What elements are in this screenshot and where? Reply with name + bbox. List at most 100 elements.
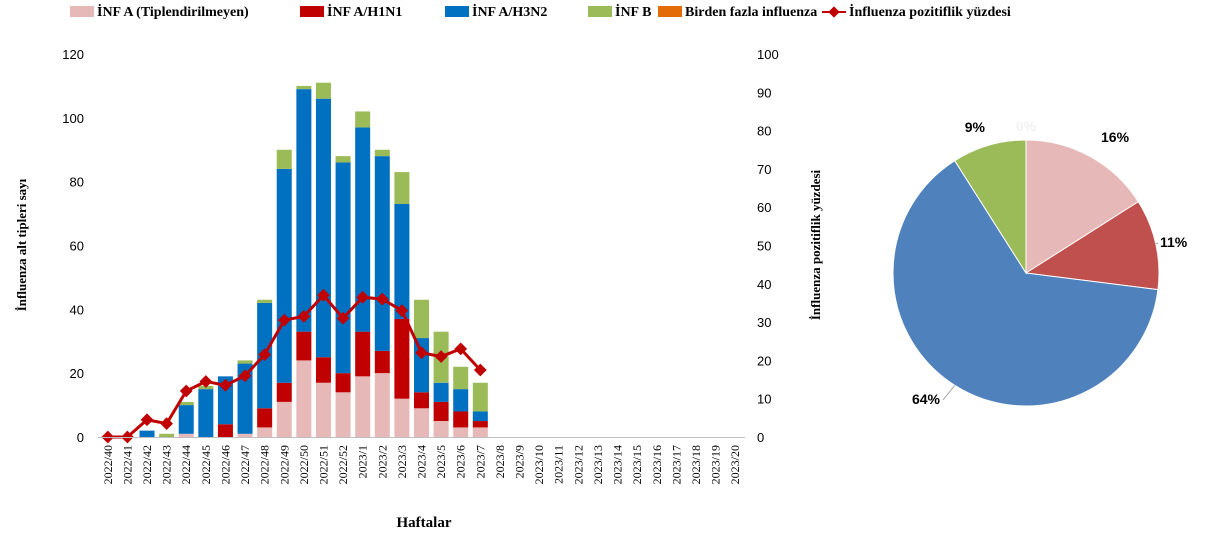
- bar-segment: [335, 162, 351, 374]
- x-tick-label: 2023/16: [650, 445, 664, 484]
- line-point: [317, 288, 330, 302]
- x-tick-label: 2023/14: [611, 445, 625, 484]
- x-tick-label: 2023/2: [375, 445, 389, 478]
- bar-segment: [374, 373, 390, 437]
- x-tick-label: 2022/47: [238, 445, 252, 484]
- left-axis-ticks: 0 20 40 60 80 100 120: [62, 47, 84, 445]
- bar-segment: [414, 299, 429, 339]
- bar-marks: [139, 82, 488, 437]
- x-tick-label: 2022/44: [179, 445, 193, 484]
- bar-segment: [453, 427, 469, 437]
- x-tick-label: 2022/40: [101, 445, 115, 484]
- bar-segment: [374, 350, 390, 374]
- pie-leader-line: [1155, 242, 1159, 245]
- legend-swatch: [588, 6, 612, 17]
- y-tick-label: 100: [62, 111, 84, 126]
- bar-segment: [237, 433, 253, 437]
- x-tick-label: 2022/52: [336, 445, 350, 484]
- x-axis-ticks: 2022/40 2022/41 2022/42 2022/43 2022/44 2022/…: [101, 445, 742, 484]
- bar-segment: [296, 360, 312, 437]
- x-tick-label: 2023/12: [571, 445, 585, 484]
- bar-segment: [276, 401, 292, 437]
- legend-item: İNF A (Tiplendirilmeyen): [70, 3, 249, 20]
- bar-segment: [237, 363, 253, 434]
- x-tick-label: 2023/17: [669, 445, 683, 484]
- bar-segment: [159, 433, 175, 437]
- bar-segment: [394, 398, 410, 437]
- x-axis-label: Haftalar: [397, 515, 452, 531]
- y-tick-label: 0: [77, 430, 84, 445]
- bar-segment: [217, 424, 233, 437]
- bar-segment: [296, 89, 312, 332]
- line-point: [238, 369, 252, 383]
- bar-segment: [335, 373, 351, 393]
- bar-segment: [237, 360, 253, 364]
- line-point: [179, 384, 193, 398]
- line-point: [395, 304, 409, 317]
- bar-segment: [472, 421, 488, 428]
- x-tick-label: 2022/51: [316, 445, 330, 484]
- x-tick-label: 2023/15: [630, 445, 644, 484]
- legend: İNF A (Tiplendirilmeyen) İNF A/H1N1 İNF A/…: [70, 3, 1011, 20]
- x-tick-label: 2023/5: [434, 445, 448, 478]
- legend-label: Birden fazla influenza: [685, 5, 817, 20]
- x-tick-label: 2023/19: [709, 445, 723, 484]
- x-tick-label: 2022/43: [160, 445, 174, 484]
- bar-segment: [414, 408, 429, 437]
- line-point: [415, 346, 428, 360]
- bar-segment: [453, 366, 469, 390]
- y-tick-label: 120: [62, 47, 84, 62]
- x-tick-label: 2023/7: [473, 445, 487, 478]
- bar-segment: [374, 156, 390, 351]
- legend-swatch: [445, 6, 469, 17]
- pie-slice-label: 11%: [1160, 234, 1188, 250]
- x-tick-label: 2023/13: [591, 445, 605, 484]
- x-tick-label: 2022/45: [199, 445, 213, 484]
- bar-segment: [394, 318, 410, 399]
- bar-segment: [472, 411, 488, 422]
- pie-slice: [1025, 139, 1139, 274]
- line-point: [199, 375, 213, 388]
- y2-tick-label: 50: [757, 239, 771, 254]
- legend-label: İNF A/H3N2: [472, 3, 547, 20]
- line-point: [375, 292, 389, 306]
- legend-label: İnfluenza pozitiflik yüzdesi: [849, 3, 1011, 20]
- legend-item: İnfluenza pozitiflik yüzdesi: [822, 3, 1011, 20]
- line-point: [297, 309, 311, 323]
- bar-segment: [296, 85, 312, 90]
- bar-segment: [433, 382, 449, 402]
- legend-item: Birden fazla influenza: [658, 5, 817, 20]
- bar-segment: [394, 172, 410, 205]
- bar-segment: [335, 156, 351, 163]
- line-point: [160, 417, 173, 430]
- bar-segment: [472, 427, 488, 437]
- bar-segment: [453, 389, 469, 412]
- bar-segment: [139, 430, 155, 437]
- legend-swatch: [70, 6, 94, 17]
- line-point: [258, 348, 272, 362]
- y2-tick-label: 0: [757, 430, 764, 445]
- bar-segment: [394, 204, 410, 319]
- bar-segment: [217, 376, 233, 425]
- y2-tick-label: 40: [757, 277, 771, 292]
- y-tick-label: 60: [70, 239, 84, 254]
- bar-segment: [355, 331, 371, 377]
- x-tick-label: 2023/3: [395, 445, 409, 478]
- x-tick-label: 2023/4: [415, 445, 429, 478]
- x-tick-label: 2022/48: [258, 445, 272, 484]
- bar-segment: [315, 357, 331, 383]
- y-tick-label: 40: [70, 302, 84, 317]
- bar-segment: [276, 382, 292, 402]
- bar-segment: [178, 401, 194, 406]
- legend-item: İNF A/H3N2: [445, 3, 547, 20]
- bar-segment: [198, 389, 214, 437]
- line-point: [356, 290, 370, 304]
- pie-leader-line: [942, 384, 956, 401]
- y-tick-label: 80: [70, 175, 84, 190]
- line-point: [140, 413, 154, 427]
- bar-segment: [472, 382, 488, 412]
- legend-item: İNF B: [588, 3, 651, 20]
- y2-tick-label: 90: [757, 85, 771, 100]
- x-tick-label: 2023/8: [493, 445, 507, 478]
- bar-segment: [296, 331, 312, 361]
